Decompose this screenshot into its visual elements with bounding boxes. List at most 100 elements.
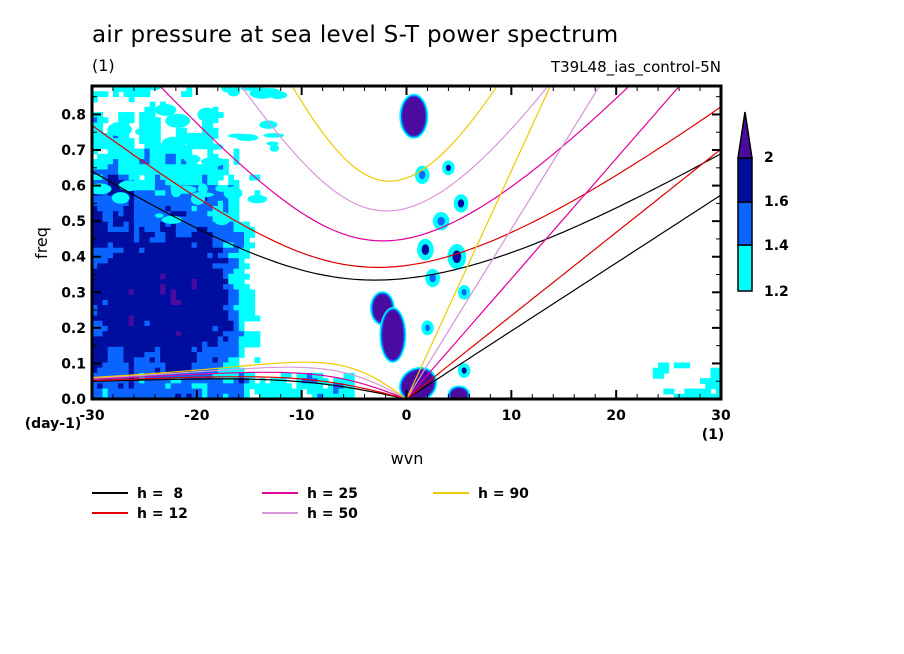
contour-cell <box>181 310 187 317</box>
contour-cell <box>112 179 119 186</box>
contour-cell <box>128 226 135 233</box>
contour-cell <box>223 164 229 171</box>
contour-cell <box>92 388 98 395</box>
contour-cell <box>233 352 240 358</box>
contour-cell <box>217 258 224 264</box>
contour-cell <box>128 216 135 223</box>
colorbar-segment <box>737 201 753 246</box>
contour-cell <box>139 190 146 197</box>
contour-cell <box>102 247 109 254</box>
contour-cell <box>160 336 166 343</box>
contour-cell <box>202 289 208 296</box>
contour-cell <box>223 247 229 254</box>
contour-cell <box>154 148 161 155</box>
contour-cell <box>102 258 109 264</box>
contour-cell <box>133 226 140 233</box>
contour-cell <box>264 388 271 395</box>
contour-cell <box>133 252 140 259</box>
contour-cell <box>139 112 146 118</box>
blob-k5 <box>450 388 468 399</box>
contour-cell <box>123 174 130 181</box>
contour-cell <box>228 320 235 327</box>
contour-cell <box>123 299 130 306</box>
contour-cell <box>160 143 166 150</box>
contour-cell <box>133 362 140 369</box>
contour-cell <box>165 148 172 155</box>
contour-cell <box>160 331 166 337</box>
contour-cell <box>175 341 182 348</box>
contour-cell <box>144 258 151 264</box>
contour-cell <box>102 232 109 238</box>
contour-cell <box>207 122 214 129</box>
contour-cell <box>186 91 193 98</box>
contour-cell <box>244 263 250 270</box>
contour-cell <box>92 273 98 280</box>
contour-cell <box>202 211 208 218</box>
contour-cell <box>128 325 135 332</box>
contour-cell <box>165 315 172 322</box>
contour-cell <box>663 388 670 395</box>
contour-cell <box>144 331 151 337</box>
contour-cell <box>160 268 166 275</box>
contour-cell <box>710 378 717 384</box>
contour-cell <box>249 242 256 249</box>
contour-cell <box>102 357 109 364</box>
contour-cell <box>181 268 187 275</box>
contour-cell <box>228 352 235 358</box>
contour-cell <box>133 200 140 207</box>
contour-cell <box>333 393 339 399</box>
contour-cell <box>202 258 208 264</box>
contour-cell <box>102 195 109 202</box>
contour-cell <box>128 237 135 244</box>
contour-cell <box>275 383 282 390</box>
contour-cell <box>144 352 151 358</box>
contour-cell <box>92 341 98 348</box>
contour-cell <box>123 211 130 218</box>
contour-cell <box>710 393 717 399</box>
contour-cell <box>191 294 198 301</box>
colorbar: 1.21.41.62 <box>737 111 789 300</box>
contour-cell <box>338 388 345 395</box>
contour-cell <box>149 383 156 390</box>
contour-cell <box>249 341 256 348</box>
contour-cell <box>181 200 187 207</box>
contour-cell <box>186 226 193 233</box>
contour-cell <box>149 305 156 311</box>
contour-cell <box>212 325 219 332</box>
contour-cell <box>165 305 172 311</box>
contour-cell <box>181 357 187 364</box>
contour-cell <box>97 372 104 379</box>
contour-cell <box>160 279 166 285</box>
contour-cell <box>165 388 172 395</box>
contour-cell <box>207 127 214 134</box>
contour-cell <box>207 205 214 212</box>
contour-cell <box>144 211 151 218</box>
contour-cell <box>92 148 98 155</box>
contour-cell <box>343 388 350 395</box>
contour-cell <box>165 378 172 384</box>
contour-cell <box>186 320 193 327</box>
contour-cell <box>202 263 208 270</box>
contour-cell <box>128 341 135 348</box>
contour-cell <box>97 211 104 218</box>
contour-cell <box>233 367 240 374</box>
contour-cell <box>207 138 214 144</box>
contour-cell <box>202 169 208 176</box>
contour-cell <box>327 393 334 399</box>
contour-cell <box>212 200 219 207</box>
contour-cell <box>212 221 219 228</box>
contour-cell <box>181 169 187 176</box>
contour-cell <box>102 263 109 270</box>
contour-cell <box>170 153 177 160</box>
contour-cell <box>123 159 130 165</box>
contour-cell <box>689 393 696 399</box>
contour-cell <box>233 393 240 399</box>
contour-cell <box>181 237 187 244</box>
contour-cell <box>102 393 109 399</box>
contour-cell <box>244 331 250 337</box>
contour-cell <box>181 299 187 306</box>
contour-cell <box>296 393 303 399</box>
contour-cell <box>102 174 109 181</box>
contour-cell <box>202 284 208 291</box>
contour-cell <box>102 367 109 374</box>
